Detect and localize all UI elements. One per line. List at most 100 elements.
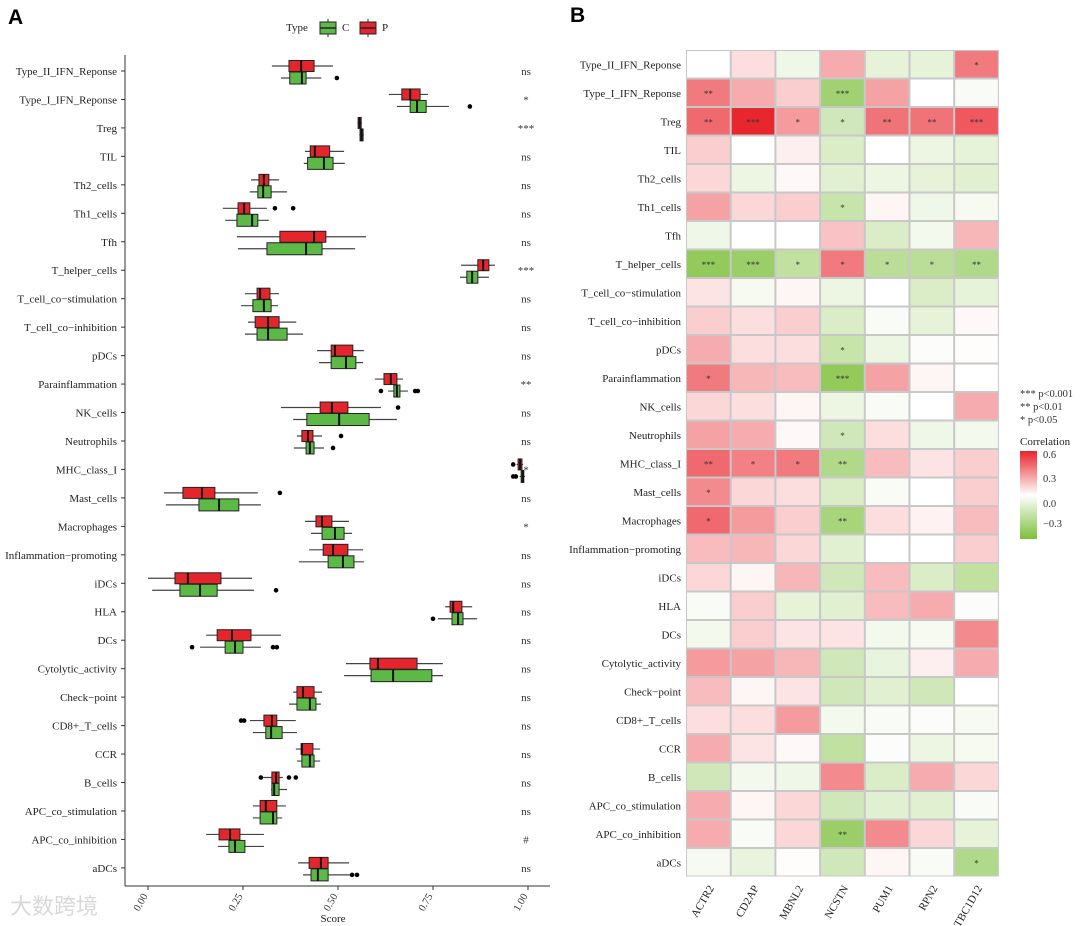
- heatmap-cell: [687, 108, 730, 135]
- heatmap-cell: [910, 592, 954, 619]
- row-label: Type_I_IFN_Reponse: [19, 94, 117, 106]
- box-row: APC_co_inhibition #: [31, 828, 529, 853]
- heatmap-cell: [687, 735, 730, 762]
- heatmap-row-label: NK_cells: [639, 401, 681, 413]
- heatmap-cell-stars: *: [840, 203, 845, 213]
- c-box: [252, 299, 272, 313]
- c-box: [259, 811, 278, 825]
- heatmap-cell: [731, 678, 775, 705]
- heatmap-cell: [865, 820, 909, 847]
- box-row: Tfh ns: [101, 230, 531, 256]
- heatmap-cell: [955, 592, 998, 619]
- heatmap-cell: [687, 478, 730, 505]
- c-box: [271, 783, 280, 796]
- heatmap-row-label: T_cell_co−stimulation: [581, 287, 681, 299]
- heatmap-cell: [865, 592, 909, 619]
- heatmap-cell: [910, 849, 954, 876]
- significance-label: ns: [521, 180, 531, 192]
- heatmap-cell: [687, 136, 730, 163]
- heatmap-column-label: MBNL2: [777, 884, 806, 922]
- heatmap-row-label: Mast_cells: [633, 487, 681, 499]
- heatmap-cell: [865, 393, 909, 420]
- p-box: [174, 572, 222, 585]
- p-box: [256, 287, 271, 300]
- heatmap-cell: [910, 478, 954, 505]
- heatmap-cell: [687, 678, 730, 705]
- heatmap-cell: [821, 421, 864, 448]
- heatmap-cell: [821, 820, 864, 847]
- heatmap-cell: [865, 165, 909, 192]
- heatmap-cell: [821, 621, 864, 648]
- row-label: Type_II_IFN_Reponse: [16, 66, 117, 78]
- heatmap-cell: [865, 250, 909, 277]
- heatmap-cell: [955, 51, 998, 78]
- heatmap-cell: [821, 478, 864, 505]
- p-outlier: [395, 405, 401, 410]
- box-row: Treg ***: [97, 116, 534, 142]
- heatmap-cell: [776, 336, 820, 363]
- heatmap-row-label: Type_II_IFN_Reponse: [580, 59, 681, 71]
- c-box: [179, 583, 218, 597]
- significance-label: **: [521, 379, 532, 391]
- heatmap-cell: [776, 193, 820, 220]
- heatmap-panel: Type_II_IFN_Reponse *Type_I_IFN_Reponse **…: [569, 50, 999, 926]
- heatmap-cell: [687, 649, 730, 676]
- heatmap-cell: [776, 108, 820, 135]
- heatmap-column-label: NCSTN: [823, 883, 851, 920]
- heatmap-row-label: aDCs: [657, 857, 681, 869]
- heatmap-row-label: iDCs: [658, 572, 681, 584]
- heatmap-cell: [955, 678, 998, 705]
- heatmap-cell: [910, 820, 954, 847]
- row-label: TIL: [100, 151, 117, 163]
- heatmap-row-label: T_helper_cells: [616, 259, 681, 271]
- significance-label: ***: [518, 265, 535, 277]
- heatmap-cell-stars: *: [796, 459, 801, 469]
- p-outlier: [510, 462, 516, 467]
- heatmap-cell: [776, 307, 820, 334]
- c-box: [228, 839, 246, 853]
- heatmap-cell: [776, 592, 820, 619]
- heatmap-cell: [821, 706, 864, 733]
- box-row: APC_co_stimulation ns: [25, 799, 531, 825]
- heatmap-cell: [821, 79, 864, 106]
- heatmap-cell: [910, 706, 954, 733]
- heatmap-cell: [731, 763, 775, 790]
- box-row: Check−point ns: [60, 686, 531, 711]
- heatmap-cell: [731, 421, 775, 448]
- heatmap-cell: [687, 250, 730, 277]
- heatmap-row-label: HLA: [658, 601, 681, 613]
- significance-legend: *** p<0.001 ** p<0.01 * p<0.05: [1020, 389, 1073, 426]
- x-tick-label: 0.50: [322, 892, 341, 913]
- c-box: [307, 156, 334, 170]
- heatmap-cell: [821, 507, 864, 534]
- heatmap-cell-stars: *: [840, 345, 845, 355]
- row-label: Mast_cells: [69, 493, 117, 505]
- heatmap-cell: [821, 165, 864, 192]
- heatmap-cell-stars: *: [796, 260, 801, 270]
- heatmap-cell: [955, 108, 998, 135]
- significance-label: ns: [521, 692, 531, 704]
- colorbar: [1020, 451, 1037, 539]
- significance-label: ns: [521, 66, 531, 78]
- box-row: MHC_class_I *: [56, 458, 529, 483]
- heatmap-cell: [776, 393, 820, 420]
- heatmap-cell-stars: *: [706, 374, 711, 384]
- heatmap-cell: [731, 222, 775, 249]
- heatmap-row-label: DCs: [661, 629, 681, 641]
- heatmap-cell: [910, 51, 954, 78]
- heatmap-cell: [776, 792, 820, 819]
- box-row: B_cells ns: [84, 771, 531, 796]
- heatmap-cell: [687, 507, 730, 534]
- c-box: [306, 413, 370, 427]
- heatmap-cell: [865, 307, 909, 334]
- heatmap-cell: [687, 165, 730, 192]
- row-label: Neutrophils: [65, 436, 117, 448]
- significance-label: ns: [521, 578, 531, 590]
- c-box: [257, 185, 272, 199]
- heatmap-cell: [955, 621, 998, 648]
- heatmap-cell: [687, 564, 730, 591]
- c-outlier: [415, 388, 421, 394]
- heatmap-cell: [910, 279, 954, 306]
- heatmap-cell: [910, 250, 954, 277]
- c-outlier: [273, 587, 279, 593]
